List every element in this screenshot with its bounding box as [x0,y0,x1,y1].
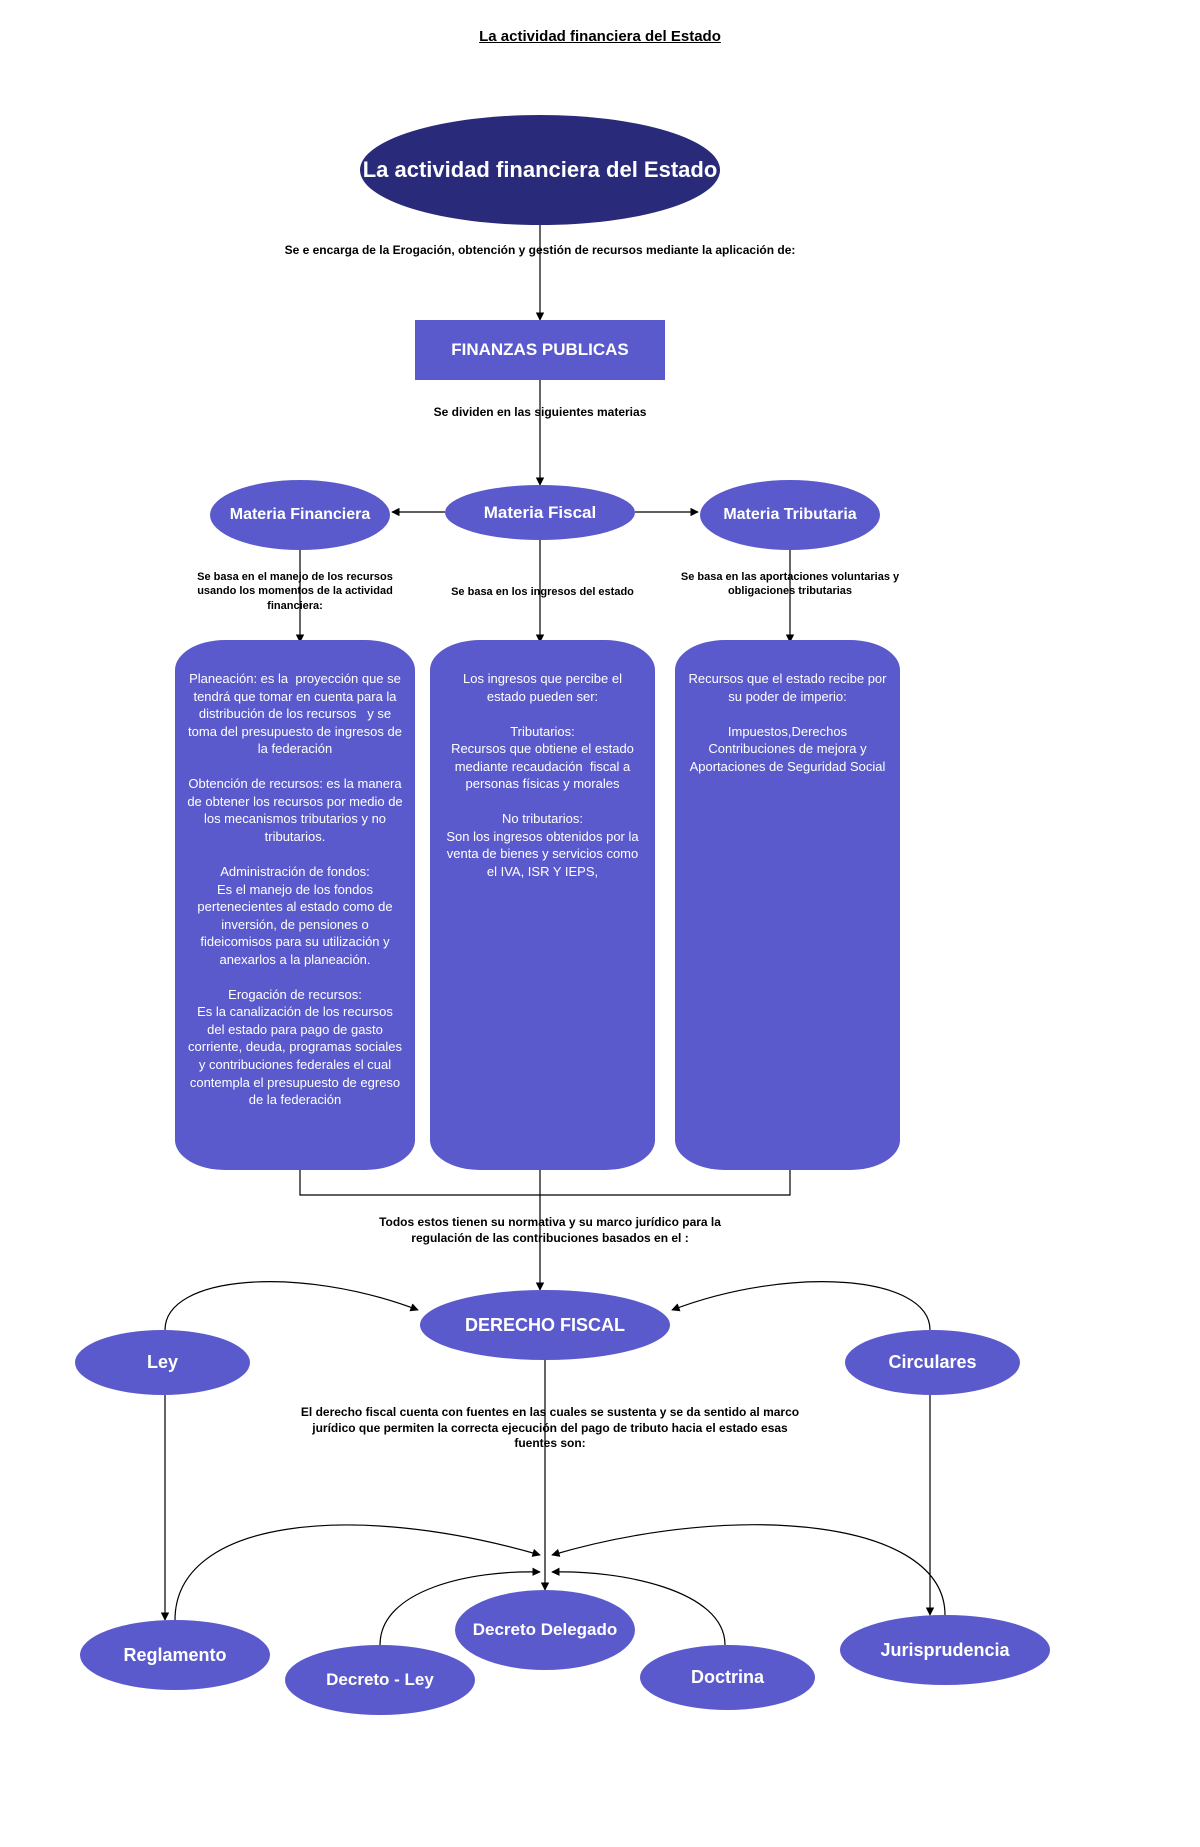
node-ley: Ley [75,1330,250,1395]
page-title: La actividad financiera del Estado [0,28,1200,45]
node-df-label: DERECHO FISCAL [465,1315,625,1336]
barrel-financiera-text: Planeación: es la proyección que se tend… [187,670,403,1109]
node-materia-tributaria: Materia Tributaria [700,480,880,550]
node-reglamento: Reglamento [80,1620,270,1690]
node-root: La actividad financiera del Estado [360,115,720,225]
node-doctrina: Doctrina [640,1645,815,1710]
caption-finanzas-desc: Se dividen en las siguientes materias [415,405,665,421]
caption-root-desc: Se e encarga de la Erogación, obtención … [260,243,820,259]
barrel-fiscal-text: Los ingresos que percibe el estado puede… [442,670,643,881]
node-mt-label: Materia Tributaria [723,506,856,524]
node-materia-financiera: Materia Financiera [210,480,390,550]
node-finanzas-label: FINANZAS PUBLICAS [451,340,629,360]
node-materia-fiscal: Materia Fiscal [445,485,635,540]
node-mfi-label: Materia Fiscal [484,503,596,523]
barrel-fiscal: Los ingresos que percibe el estado puede… [430,640,655,1170]
node-circ-label: Circulares [888,1352,976,1373]
node-derecho-fiscal: DERECHO FISCAL [420,1290,670,1360]
node-jurisprudencia: Jurisprudencia [840,1615,1050,1685]
caption-materia-fiscal: Se basa en los ingresos del estado [430,585,655,599]
node-dd-label: Decreto Delegado [473,1620,618,1640]
node-mf-label: Materia Financiera [230,506,371,524]
node-circulares: Circulares [845,1330,1020,1395]
node-ley-label: Ley [147,1352,178,1373]
node-decreto-delegado: Decreto Delegado [455,1590,635,1670]
barrel-tributaria: Recursos que el estado recibe por su pod… [675,640,900,1170]
node-reg-label: Reglamento [123,1645,226,1666]
caption-normativa: Todos estos tienen su normativa y su mar… [350,1215,750,1246]
node-doc-label: Doctrina [691,1667,764,1688]
node-dl-label: Decreto - Ley [326,1670,434,1690]
node-jur-label: Jurisprudencia [880,1640,1009,1661]
barrel-financiera: Planeación: es la proyección que se tend… [175,640,415,1170]
node-decreto-ley: Decreto - Ley [285,1645,475,1715]
node-finanzas-publicas: FINANZAS PUBLICAS [415,320,665,380]
caption-materia-financiera: Se basa en el manejo de los recursos usa… [180,570,410,613]
barrel-tributaria-text: Recursos que el estado recibe por su pod… [687,670,888,775]
node-root-label: La actividad financiera del Estado [363,157,718,183]
caption-fuentes: El derecho fiscal cuenta con fuentes en … [290,1405,810,1452]
caption-materia-tributaria: Se basa en las aportaciones voluntarias … [680,570,900,599]
